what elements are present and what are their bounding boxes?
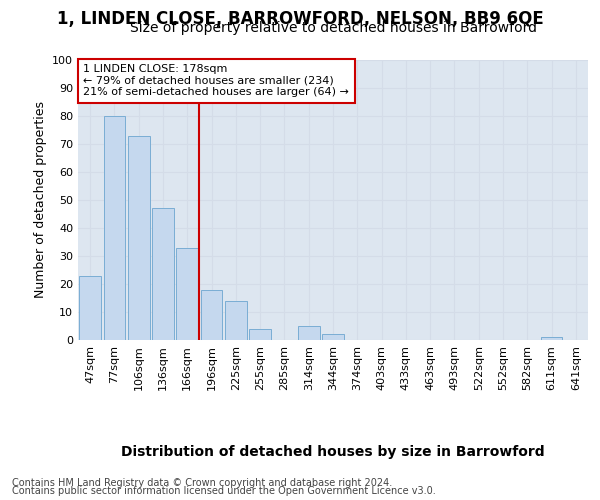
Bar (200, 290, 223, 340)
Bar (176, 248, 198, 340)
Text: 1, LINDEN CLOSE, BARROWFORD, NELSON, BB9 6QE: 1, LINDEN CLOSE, BARROWFORD, NELSON, BB9… (56, 10, 544, 28)
Bar (79, 276, 101, 340)
Title: Size of property relative to detached houses in Barrowford: Size of property relative to detached ho… (130, 21, 536, 35)
Bar (128, 136, 149, 340)
Bar (152, 208, 174, 340)
Text: Contains HM Land Registry data © Crown copyright and database right 2024.: Contains HM Land Registry data © Crown c… (12, 478, 392, 488)
Bar (541, 337, 562, 340)
Bar (104, 116, 125, 340)
Text: Contains public sector information licensed under the Open Government Licence v3: Contains public sector information licen… (12, 486, 436, 496)
Text: 1 LINDEN CLOSE: 178sqm
← 79% of detached houses are smaller (234)
21% of semi-de: 1 LINDEN CLOSE: 178sqm ← 79% of detached… (83, 64, 349, 98)
X-axis label: Distribution of detached houses by size in Barrowford: Distribution of detached houses by size … (121, 446, 545, 460)
Bar (298, 326, 320, 340)
Y-axis label: Number of detached properties: Number of detached properties (34, 102, 47, 298)
Bar (249, 329, 271, 340)
Bar (225, 301, 247, 340)
Bar (322, 334, 344, 340)
